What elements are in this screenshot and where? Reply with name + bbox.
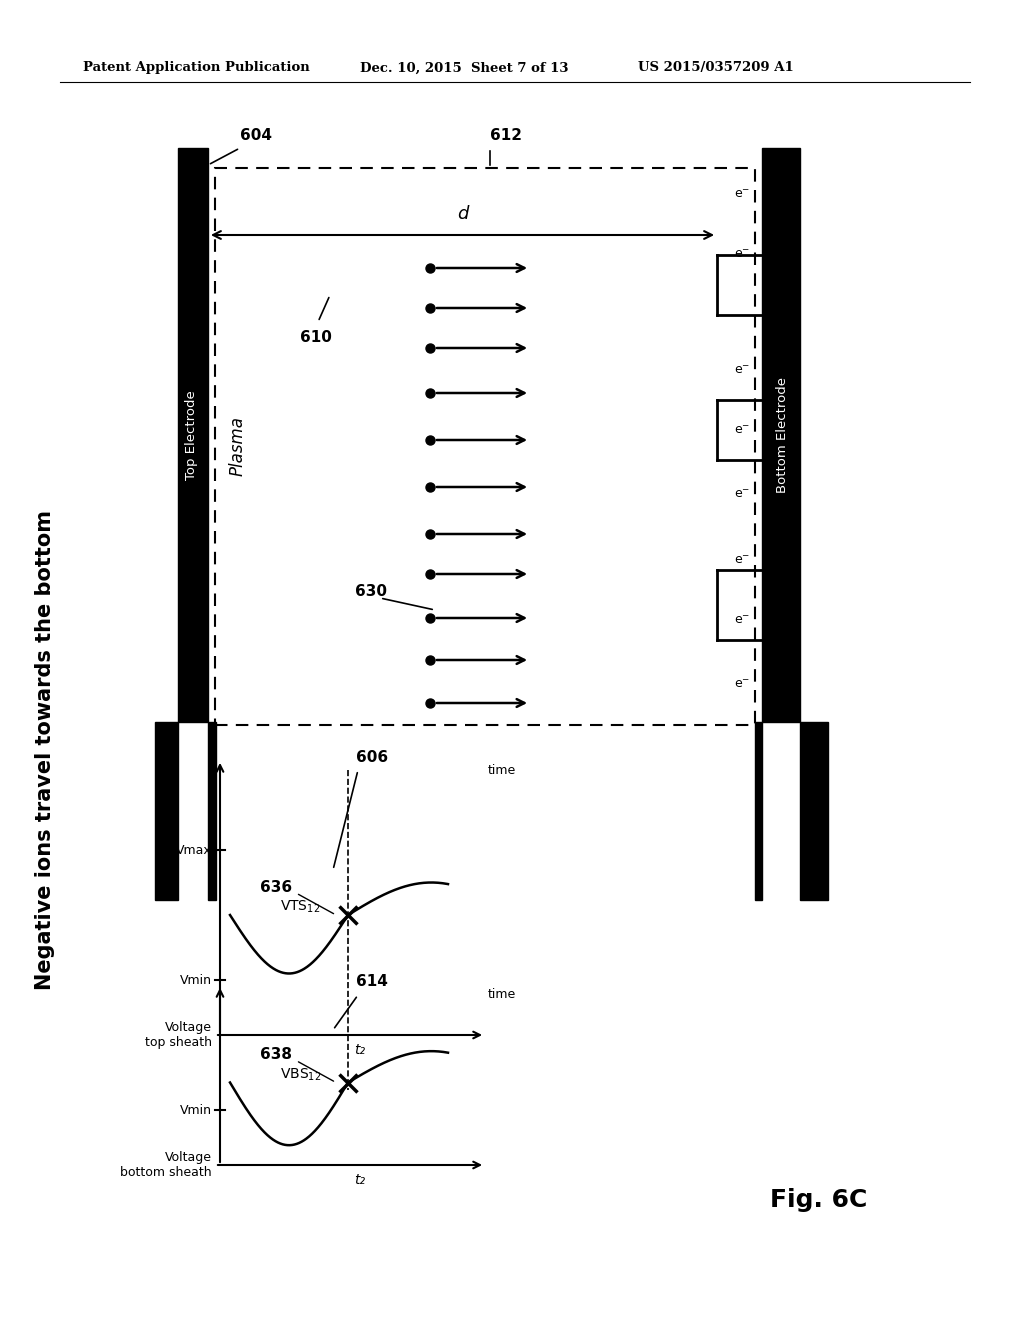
- Text: e$^{-}$: e$^{-}$: [734, 488, 751, 502]
- Text: e$^{-}$: e$^{-}$: [734, 678, 751, 692]
- Text: Voltage
top sheath: Voltage top sheath: [145, 1020, 212, 1049]
- Text: e$^{-}$: e$^{-}$: [734, 614, 751, 627]
- Text: e$^{-}$: e$^{-}$: [734, 189, 751, 202]
- Text: Negative ions travel towards the bottom: Negative ions travel towards the bottom: [35, 510, 55, 990]
- Bar: [800, 722, 828, 900]
- Text: e$^{-}$: e$^{-}$: [734, 248, 751, 261]
- Text: VBS$_{12}$: VBS$_{12}$: [280, 1067, 322, 1082]
- Bar: [155, 722, 178, 900]
- Text: Plasma: Plasma: [229, 417, 247, 477]
- Text: Vmax: Vmax: [176, 843, 212, 857]
- Bar: [762, 148, 800, 722]
- Text: time: time: [488, 989, 516, 1002]
- Text: Vmin: Vmin: [180, 1104, 212, 1117]
- Text: e$^{-}$: e$^{-}$: [734, 553, 751, 566]
- Text: 636: 636: [260, 879, 292, 895]
- Text: VTS$_{12}$: VTS$_{12}$: [280, 899, 321, 915]
- Text: e$^{-}$: e$^{-}$: [734, 424, 751, 437]
- Text: Top Electrode: Top Electrode: [184, 391, 198, 480]
- Bar: [215, 168, 755, 725]
- Text: time: time: [488, 763, 516, 776]
- Bar: [208, 722, 216, 900]
- Text: 612: 612: [490, 128, 522, 143]
- Text: 610: 610: [300, 330, 332, 345]
- Text: 606: 606: [356, 750, 388, 764]
- Text: Fig. 6C: Fig. 6C: [770, 1188, 867, 1212]
- Text: t₂: t₂: [354, 1043, 366, 1057]
- Bar: [178, 148, 208, 722]
- Text: Voltage
bottom sheath: Voltage bottom sheath: [121, 1151, 212, 1179]
- Text: Patent Application Publication: Patent Application Publication: [83, 62, 309, 74]
- Bar: [755, 722, 762, 900]
- Text: 638: 638: [260, 1047, 292, 1063]
- Text: e$^{-}$: e$^{-}$: [734, 363, 751, 376]
- Text: t₂: t₂: [354, 1173, 366, 1187]
- Text: d: d: [457, 205, 468, 223]
- Text: Bottom Electrode: Bottom Electrode: [776, 378, 790, 492]
- Text: 614: 614: [356, 974, 388, 990]
- Text: 604: 604: [240, 128, 272, 143]
- Text: US 2015/0357209 A1: US 2015/0357209 A1: [638, 62, 794, 74]
- Text: Vmin: Vmin: [180, 974, 212, 986]
- Text: 630: 630: [355, 585, 387, 599]
- Text: Dec. 10, 2015  Sheet 7 of 13: Dec. 10, 2015 Sheet 7 of 13: [360, 62, 568, 74]
